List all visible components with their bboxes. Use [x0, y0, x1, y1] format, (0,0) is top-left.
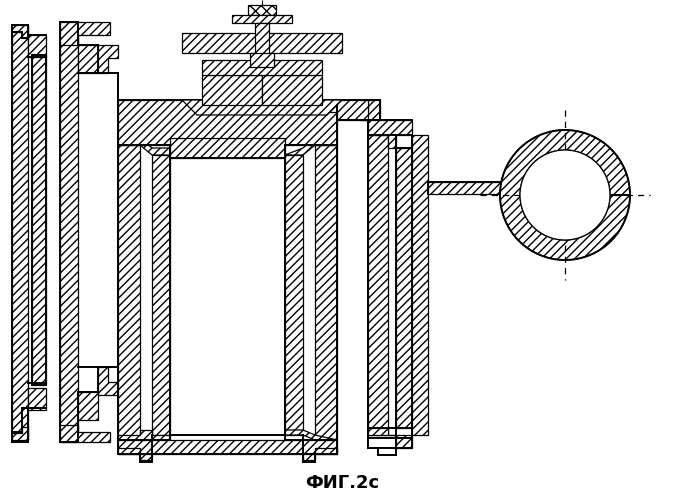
Polygon shape — [12, 427, 28, 440]
Polygon shape — [303, 454, 315, 460]
Bar — [396, 148, 412, 428]
Polygon shape — [250, 53, 274, 67]
Circle shape — [520, 150, 610, 240]
Polygon shape — [60, 22, 110, 45]
Polygon shape — [248, 5, 276, 15]
Polygon shape — [140, 454, 152, 460]
Bar — [78, 45, 98, 73]
Bar — [412, 135, 428, 435]
Polygon shape — [98, 367, 118, 395]
Polygon shape — [337, 100, 368, 112]
Polygon shape — [315, 100, 368, 120]
Polygon shape — [285, 138, 337, 155]
Bar — [285, 155, 303, 435]
Polygon shape — [12, 25, 28, 38]
Polygon shape — [202, 75, 262, 105]
Bar — [60, 22, 78, 442]
Bar — [12, 25, 28, 440]
Bar — [368, 135, 388, 435]
Bar — [152, 155, 170, 435]
Polygon shape — [500, 130, 630, 260]
Polygon shape — [262, 75, 322, 105]
Polygon shape — [255, 23, 269, 60]
Polygon shape — [98, 45, 118, 73]
Bar — [118, 145, 140, 440]
Text: ФИГ.2с: ФИГ.2с — [305, 474, 379, 492]
Polygon shape — [118, 430, 170, 440]
Polygon shape — [182, 33, 342, 53]
Bar — [118, 100, 337, 145]
Bar — [170, 138, 285, 158]
Polygon shape — [118, 138, 170, 155]
Bar — [28, 388, 46, 410]
Polygon shape — [202, 60, 322, 75]
Polygon shape — [232, 15, 292, 23]
Bar — [32, 55, 46, 385]
Bar — [428, 182, 508, 194]
Polygon shape — [337, 100, 380, 120]
Polygon shape — [368, 120, 412, 148]
Bar — [315, 145, 337, 440]
Polygon shape — [118, 448, 140, 454]
Bar — [28, 35, 46, 57]
Polygon shape — [182, 100, 342, 115]
Polygon shape — [368, 428, 412, 448]
Polygon shape — [315, 448, 337, 454]
Polygon shape — [285, 430, 337, 440]
Polygon shape — [60, 425, 110, 442]
Bar — [78, 392, 98, 420]
Bar — [118, 440, 337, 454]
